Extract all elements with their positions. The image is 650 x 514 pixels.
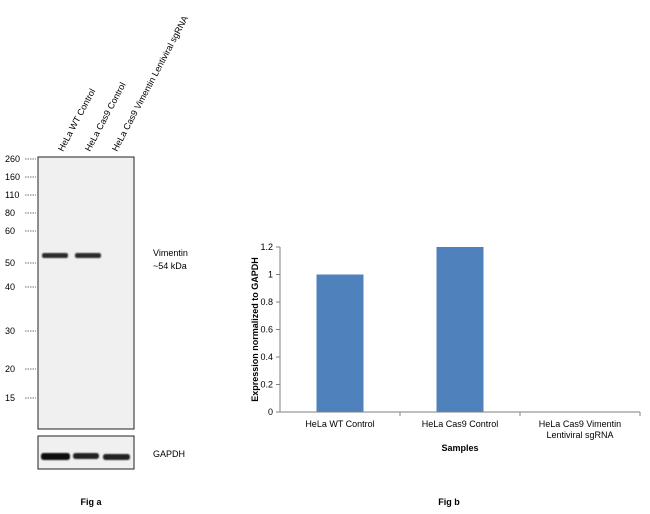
y-axis-ticks: 0 0.2 0.4 0.6 0.8 1 1.2 [260,242,280,417]
molecular-weight-markers: 260 160 110 80 60 50 40 30 20 15 [5,154,36,403]
marker-label: 40 [5,282,15,292]
x-tick-label: HeLa Cas9 Vimentin Lentiviral sgRNA [539,419,621,440]
y-tick-label: 0.6 [260,325,273,335]
gapdh-bands [41,453,130,460]
marker-label: 160 [5,172,20,182]
bar [316,274,364,412]
vimentin-label: Vimentin [153,248,188,258]
marker-label: 80 [5,208,15,218]
y-tick-label: 0.8 [260,297,273,307]
y-tick-label: 0.4 [260,352,273,362]
y-tick-label: 0 [268,407,273,417]
marker-label: 60 [5,226,15,236]
marker-label: 110 [5,190,19,200]
x-axis-tick-labels: HeLa WT Control HeLa Cas9 Control HeLa Cas… [305,412,641,440]
vimentin-band-lane-1 [42,253,68,258]
y-tick-label: 1 [268,270,273,280]
gapdh-label: GAPDH [153,449,185,459]
x-tick-label: HeLa WT Control [305,419,374,429]
marker-label: 260 [5,154,20,164]
gapdh-band-lane-2 [73,453,99,459]
bar-chart-panel: 0 0.2 0.4 0.6 0.8 1 1.2 HeLa WT Control HeLa Ca… [250,242,641,507]
bars [316,247,484,412]
x-tick-label: HeLa Cas9 Control [422,419,499,429]
gapdh-band-lane-3 [103,454,130,460]
vimentin-size-label: ~54 kDa [153,261,187,271]
y-tick-label: 1.2 [260,242,273,252]
vimentin-band-lane-2 [75,253,101,258]
bar [436,247,484,412]
marker-label: 15 [5,393,15,403]
blot-membrane-gapdh [37,435,135,470]
western-blot-panel: HeLa WT Control HeLa Cas9 Control HeLa C… [5,14,190,507]
blot-membrane-main [37,156,135,430]
x-axis-title: Samples [441,443,478,453]
y-tick-label: 0.2 [260,380,273,390]
fig-a-caption: Fig a [80,497,102,507]
lane-labels: HeLa WT Control HeLa Cas9 Control HeLa C… [56,14,190,153]
vimentin-bands [42,253,101,258]
fig-b-caption: Fig b [438,497,460,507]
marker-label: 20 [5,364,15,374]
marker-label: 30 [5,326,15,336]
y-axis-title: Expression normalized to GAPDH [250,257,260,402]
marker-label: 50 [5,258,15,268]
gapdh-band-lane-1 [41,453,70,460]
